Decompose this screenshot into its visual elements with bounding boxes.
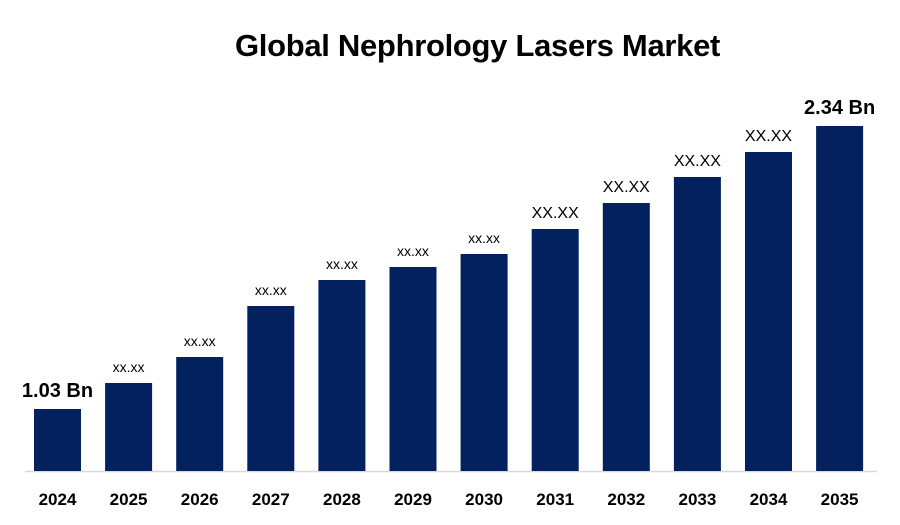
bar-2029	[389, 267, 437, 471]
data-label-2034: XX.XX	[745, 128, 792, 145]
data-label-2031: XX.XX	[532, 205, 579, 222]
data-label-2033: XX.XX	[674, 153, 721, 170]
bar-2030	[460, 254, 508, 471]
bar-2027	[247, 306, 295, 471]
x-tick-label-2028: 2028	[323, 490, 361, 509]
data-label-2028: xx.xx	[326, 256, 358, 272]
x-tick-label-2031: 2031	[536, 490, 574, 509]
chart-title: Global Nephrology Lasers Market	[234, 28, 721, 63]
bar-2031	[531, 229, 579, 471]
x-tick-label-2024: 2024	[39, 490, 77, 509]
x-tick-label-2030: 2030	[465, 490, 503, 509]
data-label-2027: xx.xx	[255, 282, 287, 298]
x-tick-label-2027: 2027	[252, 490, 290, 509]
bar-2034	[745, 152, 792, 471]
data-label-2030: xx.xx	[468, 230, 500, 246]
x-tick-label-2032: 2032	[607, 490, 645, 509]
x-tick-label-2034: 2034	[750, 490, 788, 509]
x-tick-label-2025: 2025	[110, 490, 148, 509]
bar-2032	[602, 203, 650, 471]
data-label-2025: xx.xx	[113, 359, 145, 375]
data-label-2035: 2.34 Bn	[804, 97, 875, 119]
bar-2024	[34, 409, 81, 471]
x-tick-label-2033: 2033	[678, 490, 716, 509]
data-label-2026: xx.xx	[184, 333, 216, 349]
data-label-2024: 1.03 Bn	[22, 380, 93, 402]
bar-2025	[105, 383, 153, 471]
bar-2033	[673, 177, 721, 471]
bar-2035	[816, 126, 864, 471]
bar-2026	[176, 357, 224, 471]
x-tick-label-2035: 2035	[821, 490, 859, 509]
x-tick-label-2026: 2026	[181, 490, 219, 509]
bar-2028	[318, 280, 366, 471]
x-tick-label-2029: 2029	[394, 490, 432, 509]
data-label-2032: XX.XX	[603, 179, 650, 196]
data-label-2029: xx.xx	[397, 243, 429, 259]
